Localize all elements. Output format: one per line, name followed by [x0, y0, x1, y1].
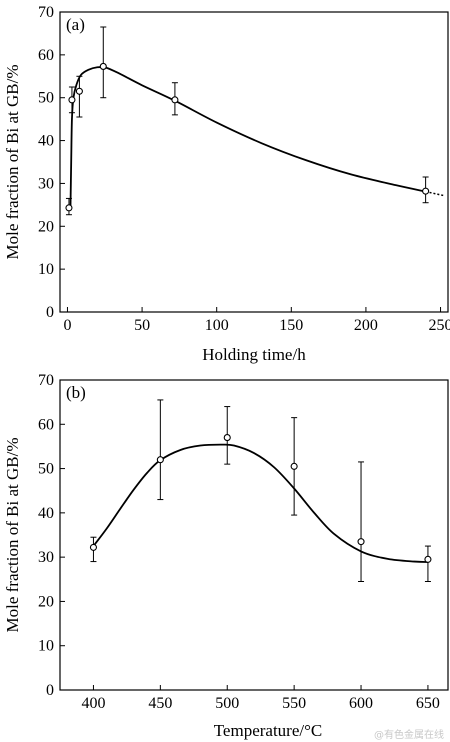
fit-extension-a [425, 190, 446, 197]
data-point-a-2 [75, 87, 83, 95]
fit-curve-a [69, 66, 426, 210]
fit-curve-b [92, 443, 428, 563]
y-tick-label-b-10: 10 [38, 638, 54, 655]
y-tick-label-b-0: 0 [46, 682, 54, 699]
y-tick-label-a-30: 30 [38, 175, 54, 192]
y-tick-label-b-30: 30 [38, 549, 54, 566]
watermark: @有色金属在线 [374, 728, 444, 741]
y-tick-label-a-20: 20 [38, 218, 54, 235]
x-tick-label-b-600: 600 [349, 695, 373, 712]
x-tick-label-b-550: 550 [282, 695, 306, 712]
data-point-b-5 [424, 555, 432, 563]
y-tick-label-a-60: 60 [38, 47, 54, 64]
y-tick-label-a-70: 70 [38, 4, 54, 21]
x-axis-title-b: Temperature/°C [214, 721, 323, 740]
y-tick-label-b-50: 50 [38, 461, 54, 478]
y-axis-title-b: Mole fraction of Bi at GB/% [3, 438, 22, 633]
plot-frame-a [59, 11, 449, 313]
y-tick-label-a-10: 10 [38, 261, 54, 278]
y-tick-label-a-50: 50 [38, 90, 54, 107]
panel-label-a: (a) [66, 15, 85, 34]
x-tick-label-a-0: 0 [63, 317, 71, 334]
data-point-a-1 [68, 96, 76, 104]
x-tick-label-a-250: 250 [429, 317, 450, 334]
plot-frame-b [59, 379, 449, 691]
x-axis-title-a: Holding time/h [202, 345, 306, 364]
x-tick-label-b-400: 400 [81, 695, 105, 712]
data-point-b-1 [156, 456, 164, 464]
y-tick-label-b-40: 40 [38, 505, 54, 522]
data-point-a-0 [65, 204, 73, 212]
panel-a: (a) Holding time/h Mole fraction of Bi a… [3, 4, 450, 364]
data-point-a-3 [99, 62, 107, 70]
data-point-b-3 [290, 462, 298, 470]
x-tick-label-b-650: 650 [416, 695, 440, 712]
data-point-a-5 [422, 187, 430, 195]
x-tick-label-b-500: 500 [215, 695, 239, 712]
panel-label-b: (b) [66, 383, 86, 402]
x-tick-label-a-50: 50 [134, 317, 150, 334]
x-tick-label-a-100: 100 [205, 317, 229, 334]
y-axis-title-a: Mole fraction of Bi at GB/% [3, 65, 22, 260]
y-tick-label-b-20: 20 [38, 593, 54, 610]
panel-b: (b) Temperature/°C Mole fraction of Bi a… [3, 372, 449, 740]
data-point-b-0 [89, 543, 97, 551]
data-point-a-4 [171, 96, 179, 104]
data-point-b-4 [357, 538, 365, 546]
x-tick-label-a-200: 200 [354, 317, 378, 334]
y-tick-label-a-40: 40 [38, 133, 54, 150]
y-tick-label-b-60: 60 [38, 416, 54, 433]
data-point-b-2 [223, 434, 231, 442]
x-tick-label-a-150: 150 [279, 317, 303, 334]
y-tick-label-a-0: 0 [46, 304, 54, 321]
y-tick-label-b-70: 70 [38, 372, 54, 389]
x-tick-label-b-450: 450 [148, 695, 172, 712]
